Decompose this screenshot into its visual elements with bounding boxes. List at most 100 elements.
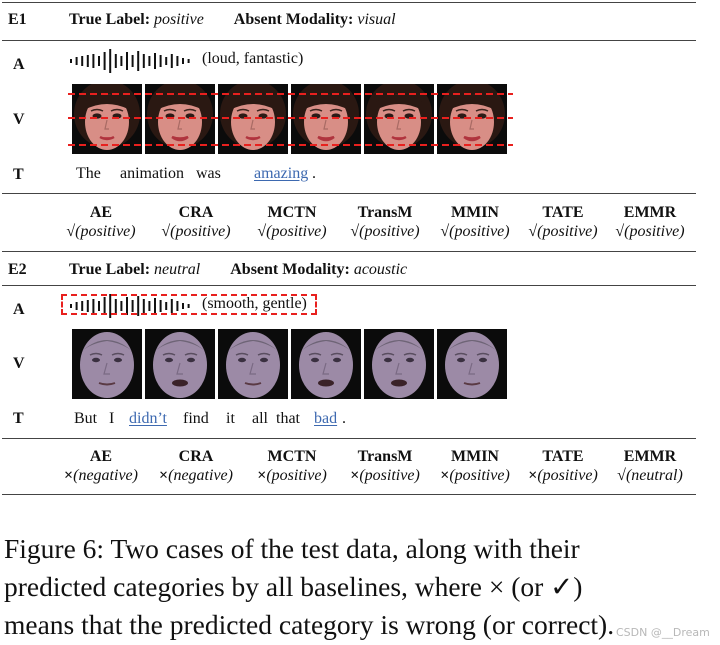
- e2-bottom-rule: [2, 494, 696, 495]
- absent-modality-key: Absent Modality:: [233, 11, 354, 28]
- predicted-label: positive: [271, 467, 322, 484]
- row-label-visual: V: [13, 111, 25, 128]
- audio-waveform-icon: [70, 294, 190, 318]
- face-frame: [364, 329, 434, 399]
- prediction-ae: AE ×(negative): [56, 447, 146, 486]
- absent-modality-value: acoustic: [353, 261, 408, 278]
- predicted-category: ×(positive): [350, 467, 420, 484]
- correct-mark-icon: √: [161, 223, 171, 240]
- absent-modality-value: visual: [357, 11, 396, 28]
- figure-caption: Figure 6: Two cases of the test data, al…: [4, 530, 704, 644]
- predicted-label: positive: [364, 223, 415, 240]
- face-frame: [291, 329, 361, 399]
- model-name: TransM: [357, 204, 413, 221]
- predicted-label: positive: [80, 223, 131, 240]
- predicted-category: √(neutral): [617, 467, 683, 484]
- predicted-category: ×(positive): [528, 467, 598, 484]
- predicted-label: negative: [173, 467, 228, 484]
- case-header: True Label: positive Absent Modality: vi…: [69, 11, 396, 29]
- audio-descriptor: (smooth, gentle): [202, 295, 307, 312]
- face-frame: [145, 329, 215, 399]
- row-label-audio: A: [13, 56, 25, 73]
- predicted-label: positive: [364, 467, 415, 484]
- case-id: E1: [8, 11, 27, 28]
- sentence-word: all: [252, 410, 268, 427]
- wrong-mark-icon: ×: [64, 467, 74, 484]
- face-frame: [218, 329, 288, 399]
- predicted-category: √(positive): [350, 223, 420, 240]
- predicted-label: positive: [454, 467, 505, 484]
- prediction-cra: CRA ×(negative): [151, 447, 241, 486]
- text-sentence: The animation was amazing.: [76, 165, 336, 187]
- case-header: True Label: neutral Absent Modality: aco…: [69, 261, 407, 279]
- model-name: MMIN: [451, 448, 499, 465]
- highlighted-word: bad: [314, 410, 338, 427]
- prediction-mctn: MCTN ×(positive): [247, 447, 337, 486]
- face-frame: [437, 329, 507, 399]
- row-label-text: T: [13, 410, 24, 427]
- model-name: AE: [89, 204, 113, 221]
- visual-mask-lines: [68, 93, 513, 146]
- model-name: AE: [89, 448, 113, 465]
- true-label-value: neutral: [154, 261, 201, 278]
- model-name: CRA: [178, 204, 214, 221]
- absent-modality-key: Absent Modality:: [230, 261, 350, 278]
- predicted-category: √(positive): [440, 223, 510, 240]
- correct-mark-icon: √: [617, 467, 626, 484]
- prediction-mmin: MMIN √(positive): [430, 203, 520, 242]
- predicted-category: ×(positive): [257, 467, 327, 484]
- predicted-category: √(positive): [66, 223, 136, 240]
- highlighted-word: amazing: [254, 165, 309, 182]
- audio-waveform-icon: [70, 49, 190, 73]
- predicted-label: positive: [542, 467, 593, 484]
- caption-line: means that the predicted category is wro…: [4, 609, 615, 640]
- wrong-mark-icon: ×: [159, 467, 169, 484]
- correct-mark-icon: √: [350, 223, 360, 240]
- predicted-category: √(positive): [257, 223, 327, 240]
- predicted-label: neutral: [631, 467, 678, 484]
- prediction-mmin: MMIN ×(positive): [430, 447, 520, 486]
- correct-mark-icon: √: [528, 223, 538, 240]
- row-label-visual: V: [13, 355, 25, 372]
- predicted-label: positive: [629, 223, 680, 240]
- prediction-tate: TATE √(positive): [518, 203, 608, 242]
- predicted-label: positive: [542, 223, 593, 240]
- wrong-mark-icon: ×: [440, 467, 450, 484]
- e1-mid-rule: [2, 193, 696, 194]
- highlighted-word: didn’t: [129, 410, 167, 427]
- prediction-transm: TransM √(positive): [340, 203, 430, 242]
- sentence-word: was: [196, 165, 221, 182]
- wrong-mark-icon: ×: [257, 467, 267, 484]
- sentence-word: animation: [120, 165, 184, 182]
- wrong-mark-icon: ×: [350, 467, 360, 484]
- correct-mark-icon: √: [440, 223, 450, 240]
- predicted-label: negative: [78, 467, 133, 484]
- true-label-key: True Label:: [69, 11, 151, 28]
- correct-mark-icon: √: [66, 223, 76, 240]
- case-id: E2: [8, 261, 27, 278]
- face-frame: [72, 329, 142, 399]
- model-name: MCTN: [267, 204, 317, 221]
- e2-mid-rule: [2, 438, 696, 439]
- model-name: MMIN: [451, 204, 499, 221]
- predictions-row: AE ×(negative) CRA ×(negative) MCTN ×(positiv…: [0, 447, 720, 491]
- caption-line: Figure 6: Two cases of the test data, al…: [4, 533, 580, 564]
- prediction-emmr: EMMR √(neutral): [605, 447, 695, 486]
- wrong-mark-icon: ×: [528, 467, 538, 484]
- visual-frames: [68, 84, 513, 154]
- model-name: MCTN: [267, 448, 317, 465]
- model-name: EMMR: [623, 448, 677, 465]
- prediction-mctn: MCTN √(positive): [247, 203, 337, 242]
- e2-header-rule: [2, 285, 696, 286]
- sentence-word: .: [342, 410, 346, 427]
- predicted-category: ×(negative): [159, 467, 233, 484]
- visual-frames: [72, 329, 512, 399]
- predicted-category: √(positive): [528, 223, 598, 240]
- model-name: CRA: [178, 448, 214, 465]
- row-label-audio: A: [13, 301, 25, 318]
- audio-descriptor: (loud, fantastic): [202, 50, 304, 67]
- prediction-cra: CRA √(positive): [151, 203, 241, 242]
- prediction-transm: TransM ×(positive): [340, 447, 430, 486]
- e1-header-rule: [2, 40, 696, 41]
